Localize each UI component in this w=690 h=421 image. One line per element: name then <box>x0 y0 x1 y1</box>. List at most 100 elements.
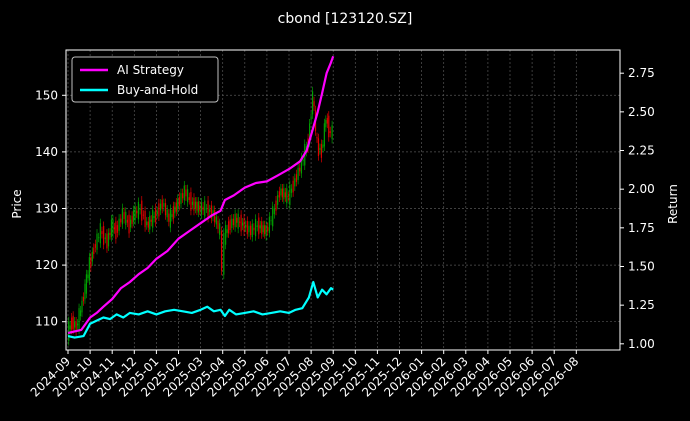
price-candle <box>302 159 304 162</box>
price-candle <box>153 216 155 218</box>
price-candle <box>120 218 122 223</box>
price-candle <box>200 202 203 215</box>
price-candle <box>299 167 301 172</box>
price-candle <box>164 203 167 216</box>
left-tick-label: 150 <box>35 88 58 102</box>
price-candle <box>178 196 180 206</box>
price-candle <box>180 193 182 204</box>
price-candle <box>248 225 250 233</box>
price-candle <box>82 296 85 302</box>
right-axis-label: Return <box>666 184 680 224</box>
left-axis-label: Price <box>10 189 24 218</box>
price-candle <box>254 218 257 237</box>
price-candle <box>141 200 143 221</box>
legend-label-ai: AI Strategy <box>117 63 184 77</box>
price-candle <box>132 210 135 222</box>
legend-box <box>71 56 219 103</box>
left-axis: 110 120 130 140 150 <box>35 88 66 329</box>
price-candle <box>262 225 264 233</box>
left-tick-label: 130 <box>35 201 58 215</box>
price-candle <box>147 221 149 228</box>
price-candle <box>280 188 282 196</box>
price-candle <box>258 217 260 235</box>
price-candle <box>72 315 74 330</box>
price-candle <box>128 214 130 234</box>
price-candle <box>297 167 299 180</box>
price-candle <box>163 203 165 207</box>
price-candle <box>292 180 294 193</box>
price-candle <box>234 213 236 228</box>
price-candle <box>134 206 136 221</box>
price-candle <box>205 208 208 210</box>
price-candle <box>300 157 303 174</box>
price-candle <box>289 185 291 206</box>
price-candle <box>71 317 73 330</box>
price-candle <box>168 213 170 222</box>
price-candle <box>240 214 242 232</box>
price-candle <box>103 226 105 245</box>
price-candle <box>171 214 173 217</box>
price-candle <box>118 218 120 231</box>
series-line-buy-and-hold <box>67 280 334 339</box>
price-candle <box>109 232 111 236</box>
price-candle <box>273 208 275 215</box>
price-candle <box>137 201 140 220</box>
price-candle <box>104 237 106 239</box>
price-candle <box>182 193 184 199</box>
price-candle <box>174 206 176 214</box>
price-candle <box>166 209 168 218</box>
price-candle <box>185 189 187 197</box>
price-candle <box>172 206 174 220</box>
chart-title: cbond [123120.SZ] <box>278 11 413 27</box>
price-candle <box>199 205 201 211</box>
price-candle <box>152 210 154 228</box>
price-candle <box>272 206 274 227</box>
right-tick-label: 1.50 <box>628 259 655 273</box>
price-candle <box>84 283 86 300</box>
price-candle <box>283 188 285 200</box>
series-line-ai-strategy <box>67 55 335 335</box>
price-candle <box>270 220 272 222</box>
price-candle <box>214 210 216 223</box>
price-candle <box>241 222 244 226</box>
price-candle <box>197 201 199 213</box>
price-candle <box>85 274 88 294</box>
price-candle <box>322 144 324 148</box>
price-candle <box>325 119 327 128</box>
right-tick-label: 1.25 <box>628 298 655 312</box>
price-candle <box>237 213 239 229</box>
left-tick-label: 120 <box>35 258 58 272</box>
price-candle <box>277 195 279 205</box>
price-candle <box>150 219 152 222</box>
price-candle <box>194 201 197 209</box>
price-candle <box>204 200 206 217</box>
right-tick-label: 2.00 <box>628 182 655 196</box>
price-candle <box>316 137 318 139</box>
price-candle <box>253 227 255 231</box>
price-candle <box>227 221 230 234</box>
plot-frame <box>65 49 621 351</box>
price-candle <box>99 223 101 244</box>
price-candle <box>130 219 132 228</box>
price-candle <box>88 257 90 281</box>
price-candle <box>161 199 163 209</box>
price-candle <box>177 198 179 210</box>
price-candle <box>259 225 261 229</box>
price-candle <box>225 225 227 245</box>
price-candle <box>79 310 82 317</box>
price-candle <box>290 188 293 193</box>
right-tick-label: 2.25 <box>628 144 655 158</box>
price-candle <box>149 215 151 230</box>
price-candle <box>125 211 127 225</box>
price-candle <box>101 231 103 234</box>
price-candle <box>126 219 128 223</box>
price-candle <box>144 211 146 228</box>
price-candle <box>232 218 235 226</box>
price-candle <box>191 201 194 205</box>
price-candle <box>268 216 270 233</box>
price-candle <box>196 201 198 211</box>
price-candle <box>281 188 283 198</box>
price-candle <box>193 197 195 211</box>
price-candle <box>278 191 280 198</box>
